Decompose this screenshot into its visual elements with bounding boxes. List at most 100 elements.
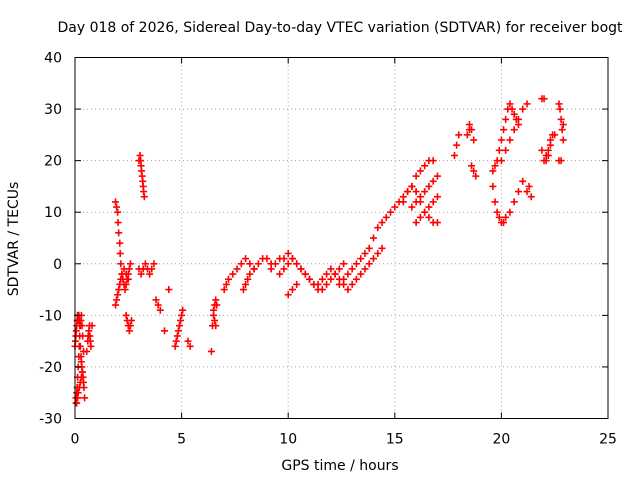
data-point — [510, 198, 518, 206]
x-tick-labels: 0 5 10 15 20 25 — [71, 432, 617, 448]
data-point — [327, 265, 335, 273]
data-point — [154, 301, 162, 309]
plot-frame — [74, 57, 609, 419]
data-point — [75, 353, 83, 361]
data-point — [284, 291, 292, 299]
data-point — [514, 188, 522, 196]
x-tick-label: 25 — [599, 432, 617, 448]
data-point — [546, 136, 554, 144]
data-point — [344, 286, 352, 294]
data-point — [425, 203, 433, 211]
data-point — [502, 213, 510, 221]
data-point — [412, 219, 420, 227]
data-point — [374, 249, 382, 257]
data-point — [115, 286, 123, 294]
data-point — [416, 213, 424, 221]
data-point — [557, 157, 565, 165]
data-point — [523, 188, 531, 196]
data-point — [172, 337, 180, 345]
y-tick-label: -20 — [39, 360, 62, 376]
y-tick-label: 30 — [44, 102, 62, 118]
data-point — [519, 105, 527, 113]
data-point — [117, 260, 125, 268]
data-point — [237, 260, 245, 268]
data-point — [87, 342, 95, 350]
data-point — [156, 306, 164, 314]
data-point — [525, 182, 533, 190]
x-tick-label: 15 — [386, 432, 404, 448]
data-point — [514, 121, 522, 129]
data-point — [433, 172, 441, 180]
data-point — [374, 224, 382, 232]
data-point — [335, 265, 343, 273]
data-point — [127, 317, 135, 325]
data-point — [175, 322, 183, 330]
data-point — [242, 255, 250, 263]
grid — [75, 57, 608, 419]
data-point — [510, 110, 518, 118]
data-point — [365, 260, 373, 268]
data-point — [555, 100, 563, 108]
data-point — [220, 286, 228, 294]
data-point — [382, 213, 390, 221]
data-point — [113, 296, 121, 304]
data-point — [126, 322, 134, 330]
data-point — [416, 167, 424, 175]
data-point — [408, 203, 416, 211]
data-point — [335, 280, 343, 288]
data-point — [250, 265, 258, 273]
data-point — [348, 280, 356, 288]
y-tick-labels: -30 -20 -10 0 10 20 30 40 — [39, 51, 62, 428]
data-point — [288, 255, 296, 263]
data-point — [125, 327, 133, 335]
data-point — [115, 229, 123, 237]
data-point — [246, 270, 254, 278]
data-point — [429, 157, 437, 165]
data-point — [114, 208, 122, 216]
data-point — [177, 317, 185, 325]
data-point — [556, 105, 564, 113]
data-point — [210, 306, 218, 314]
data-point — [222, 280, 230, 288]
data-point — [495, 213, 503, 221]
data-point — [284, 260, 292, 268]
data-point — [78, 322, 86, 330]
data-point — [331, 270, 339, 278]
data-point — [78, 368, 86, 376]
data-point — [558, 126, 566, 134]
data-point — [179, 306, 187, 314]
data-point — [212, 296, 220, 304]
data-point — [225, 275, 233, 283]
data-point — [146, 270, 154, 278]
data-point — [491, 198, 499, 206]
data-point — [340, 260, 348, 268]
y-tick-label: 0 — [53, 257, 62, 273]
data-point — [559, 121, 567, 129]
y-tick-label: 20 — [44, 154, 62, 170]
data-point — [523, 100, 531, 108]
data-point — [378, 219, 386, 227]
data-point — [502, 115, 510, 123]
data-point — [470, 136, 478, 144]
data-point — [497, 136, 505, 144]
data-point — [244, 275, 252, 283]
data-point — [429, 198, 437, 206]
data-point — [489, 182, 497, 190]
data-point — [421, 208, 429, 216]
data-point — [150, 260, 158, 268]
data-point — [301, 270, 309, 278]
data-point — [113, 203, 121, 211]
data-point — [288, 286, 296, 294]
data-point — [293, 280, 301, 288]
data-point — [327, 275, 335, 283]
data-point — [497, 157, 505, 165]
data-point — [544, 151, 552, 159]
data-point — [83, 347, 91, 355]
data-point — [140, 193, 148, 201]
data-point — [425, 182, 433, 190]
data-point — [74, 389, 82, 397]
data-point — [213, 301, 221, 309]
data-point — [121, 286, 129, 294]
x-axis-label: GPS time / hours — [281, 458, 398, 474]
